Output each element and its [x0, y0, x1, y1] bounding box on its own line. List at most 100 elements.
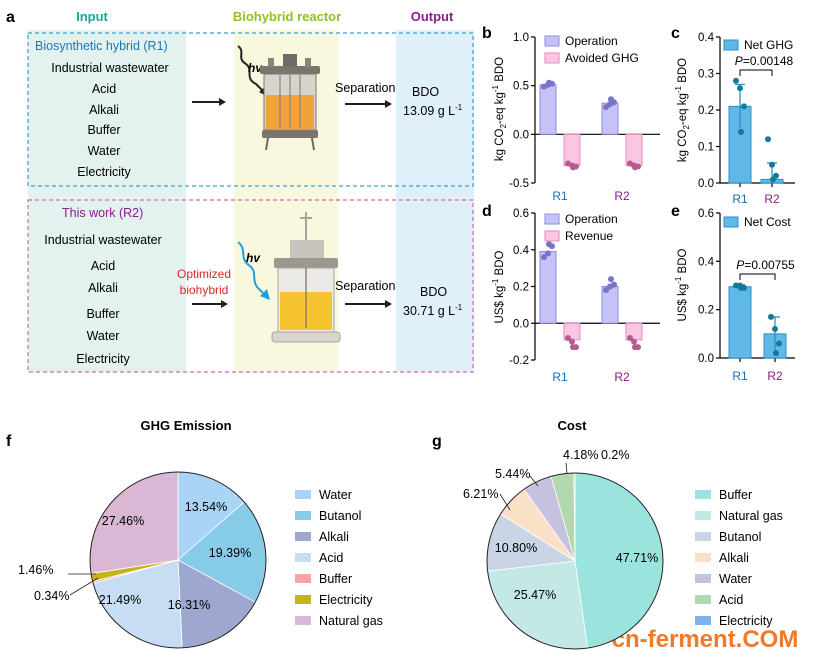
legend-label-d: Revenue: [565, 229, 613, 243]
y-tick-label-d: -0.2: [509, 355, 529, 367]
pie-chart-f: 13.54% 19.39% 16.31% 21.49% 0.34% 1.46% 27.46%…: [18, 471, 383, 649]
r1-box: [27, 32, 474, 187]
legend-swatch-f: [295, 616, 311, 625]
legend-label-g: Alkali: [719, 551, 749, 565]
data-point-d: [545, 250, 551, 257]
legend-label-g: Natural gas: [719, 509, 783, 523]
r2-optimized-line2: biohybrid: [180, 283, 229, 297]
bar-chart-e: 0.0 0.2 0.4 0.6 R1 R2 Net Cost P=0.00755: [698, 208, 795, 383]
r2-input-5: Electricity: [76, 352, 130, 366]
r2-input-2: Alkali: [88, 281, 118, 295]
data-point-d: [570, 344, 576, 351]
y-tick-label-c: 0.3: [698, 69, 714, 81]
legend-swatch-e: [723, 216, 739, 228]
y-tick-label-e: 0.2: [698, 305, 714, 317]
pie-leader-line-g: [565, 462, 568, 475]
data-point-d: [632, 344, 638, 351]
input-column-bg: [28, 30, 186, 372]
data-point-e: [772, 326, 778, 332]
data-point-d: [541, 254, 547, 261]
bar-b-operation: [539, 84, 557, 135]
panel-letter-f: f: [6, 433, 12, 450]
x-tick-label-b: R2: [614, 189, 630, 203]
r2-reactor-icon: hv: [237, 212, 341, 343]
y-tick-label-e: 0.6: [698, 208, 714, 220]
x-tick-label-b: R1: [552, 189, 568, 203]
r1-separation: Separation: [335, 81, 396, 95]
data-point-b: [570, 164, 576, 171]
pie-outline-g: [486, 472, 664, 650]
pie-value-label-g: 47.71%: [616, 551, 658, 565]
data-point-c: [769, 161, 775, 168]
data-point-c: [765, 136, 771, 143]
data-point-e: [776, 340, 782, 347]
pie-value-label-g: 5.44%: [495, 467, 530, 481]
panel-letter-d: d: [482, 203, 492, 220]
header-output: Output: [411, 9, 454, 24]
x-tick-label-d: R1: [552, 370, 568, 384]
r2-input-0: Industrial wastewater: [44, 233, 161, 247]
r1-input-4: Water: [88, 144, 121, 158]
data-point-d: [608, 276, 614, 283]
significance-bracket-c: [739, 69, 773, 76]
r2-titer-value: 30.71 g L: [403, 304, 455, 318]
pie-chart-g: 47.71% 25.47% 10.80% 6.21% 5.44% 4.18% 0.2% Buf…: [463, 448, 783, 650]
legend-swatch-g: [695, 553, 711, 562]
y-tick-label-b: 0.0: [513, 129, 529, 141]
panel-letter-a: a: [6, 9, 15, 26]
legend-label-g: Water: [719, 572, 752, 586]
legend-label-d: Operation: [565, 212, 618, 226]
legend-label-g: Electricity: [719, 614, 773, 628]
legend-swatch-f: [295, 511, 311, 520]
pie-value-label-g: 6.21%: [463, 487, 498, 501]
pie-leader-line-f: [69, 577, 99, 596]
r2-arrow-out-head: [385, 300, 392, 308]
y-tick-label-d: 0.2: [513, 282, 529, 294]
bar-e-net-cost: [728, 286, 752, 359]
legend-label-f: Water: [319, 488, 352, 502]
bar-chart-b: -0.5 0.0 0.5 1.0 R1 R2 Operation Avoided GHG: [509, 32, 660, 203]
legend-label-b: Operation: [565, 34, 618, 48]
r1-title: Biosynthetic hybrid (R1): [35, 39, 168, 53]
p-value-e: P=0.00755: [736, 258, 795, 272]
pie-value-label-f: 19.39%: [209, 546, 251, 560]
legend-swatch-f: [295, 595, 311, 604]
x-tick-label-d: R2: [614, 370, 630, 384]
pie-outline-f: [89, 471, 267, 649]
r1-input-0: Industrial wastewater: [51, 61, 168, 75]
r2-optimized-line1: Optimized: [177, 267, 231, 281]
data-point-d: [611, 281, 617, 288]
y-tick-label-c: 0.1: [698, 142, 714, 154]
legend-label-f: Natural gas: [319, 614, 383, 628]
data-point-d: [603, 287, 609, 294]
r2-arrow-in-head: [221, 300, 228, 308]
pie-value-label-g: 4.18%: [563, 448, 598, 462]
output-column-bg: [396, 30, 474, 372]
data-point-e: [773, 350, 779, 357]
panel-a: a Input Biohybrid reactor Output Biosynt…: [6, 9, 474, 373]
pie-value-label-f: 16.31%: [168, 598, 210, 612]
legend-swatch-g: [695, 574, 711, 583]
panel-letter-e: e: [671, 203, 680, 220]
pie-leader-line-g: [529, 475, 539, 487]
significance-bracket-e: [739, 273, 776, 280]
pie-leader-line-g: [499, 493, 511, 511]
legend-label-f: Alkali: [319, 530, 349, 544]
header-input: Input: [76, 9, 108, 24]
data-point-c: [738, 128, 744, 135]
r2-input-1: Acid: [91, 259, 115, 273]
r1-arrow-in-head: [219, 98, 226, 106]
y-tick-label-d: 0.6: [513, 208, 529, 220]
legend-swatch-f: [295, 532, 311, 541]
bar-chart-d: -0.2 0.0 0.2 0.4 0.6 R1 R2 Operation Revenue: [509, 208, 660, 384]
r1-hv-label: hv: [248, 61, 263, 75]
legend-label-g: Buffer: [719, 488, 752, 502]
data-point-d: [631, 338, 637, 345]
panel-letter-b: b: [482, 25, 492, 42]
y-tick-label-e: 0.4: [698, 256, 715, 268]
x-tick-label-c: R1: [732, 192, 748, 206]
legend-swatch-f: [295, 574, 311, 583]
legend-label-c: Net GHG: [744, 38, 793, 52]
r1-arrow-out-head: [385, 100, 392, 108]
